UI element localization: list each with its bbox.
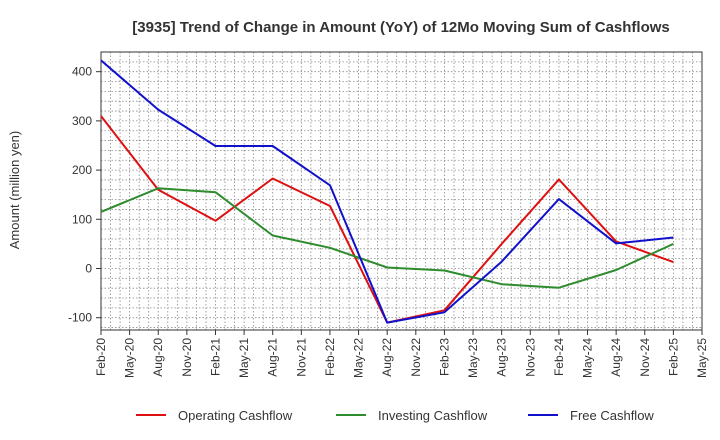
- x-tick-label: May-25: [695, 338, 709, 378]
- x-tick-label: May-20: [123, 338, 137, 378]
- y-tick-label: 400: [72, 65, 92, 79]
- x-tick-label: Aug-22: [380, 338, 394, 377]
- x-tick-label: May-24: [581, 338, 595, 378]
- x-tick-label: May-22: [352, 338, 366, 378]
- legend-label-investing-cashflow: Investing Cashflow: [378, 408, 488, 423]
- legend-label-free-cashflow: Free Cashflow: [570, 408, 654, 423]
- x-tick-label: Nov-24: [638, 338, 652, 377]
- series-line-free-cashflow: [100, 59, 674, 324]
- plot-frame: [100, 51, 703, 331]
- legend: Operating Cashflow Investing Cashflow Free…: [136, 408, 654, 423]
- x-tick-label: May-21: [237, 338, 251, 378]
- x-tick-label: Aug-24: [609, 338, 623, 377]
- x-tick-label: Nov-21: [294, 338, 308, 377]
- x-tick-label: Feb-24: [552, 338, 566, 376]
- x-tick-label: Feb-21: [208, 338, 222, 376]
- y-tick-label: 200: [72, 163, 92, 177]
- plot-area: -100 0 100 200 300 400 Feb-20 May-20 Aug-20 Nov-2…: [68, 51, 709, 378]
- x-tick-label: Feb-20: [94, 338, 108, 376]
- x-tick-label: Feb-25: [666, 338, 680, 376]
- y-tick-label: -100: [68, 311, 92, 325]
- x-tick-label: May-23: [466, 338, 480, 378]
- series-line-investing-cashflow: [100, 187, 674, 289]
- x-tick-label: Aug-20: [151, 338, 165, 377]
- x-tick-label: Feb-23: [437, 338, 451, 376]
- x-tick-label: Nov-22: [409, 338, 423, 377]
- y-tick-label: 0: [85, 261, 92, 275]
- y-tick-label: 300: [72, 114, 92, 128]
- x-tick-label: Feb-22: [323, 338, 337, 376]
- chart-title: [3935] Trend of Change in Amount (YoY) o…: [132, 19, 670, 36]
- x-tick-label: Nov-20: [180, 338, 194, 377]
- y-tick-label: 100: [72, 212, 92, 226]
- y-axis-label: Amount (million yen): [7, 131, 22, 250]
- x-tick-label: Nov-23: [523, 338, 537, 377]
- x-tick-label: Aug-23: [495, 338, 509, 377]
- x-tick-label: Aug-21: [266, 338, 280, 377]
- legend-label-operating-cashflow: Operating Cashflow: [178, 408, 293, 423]
